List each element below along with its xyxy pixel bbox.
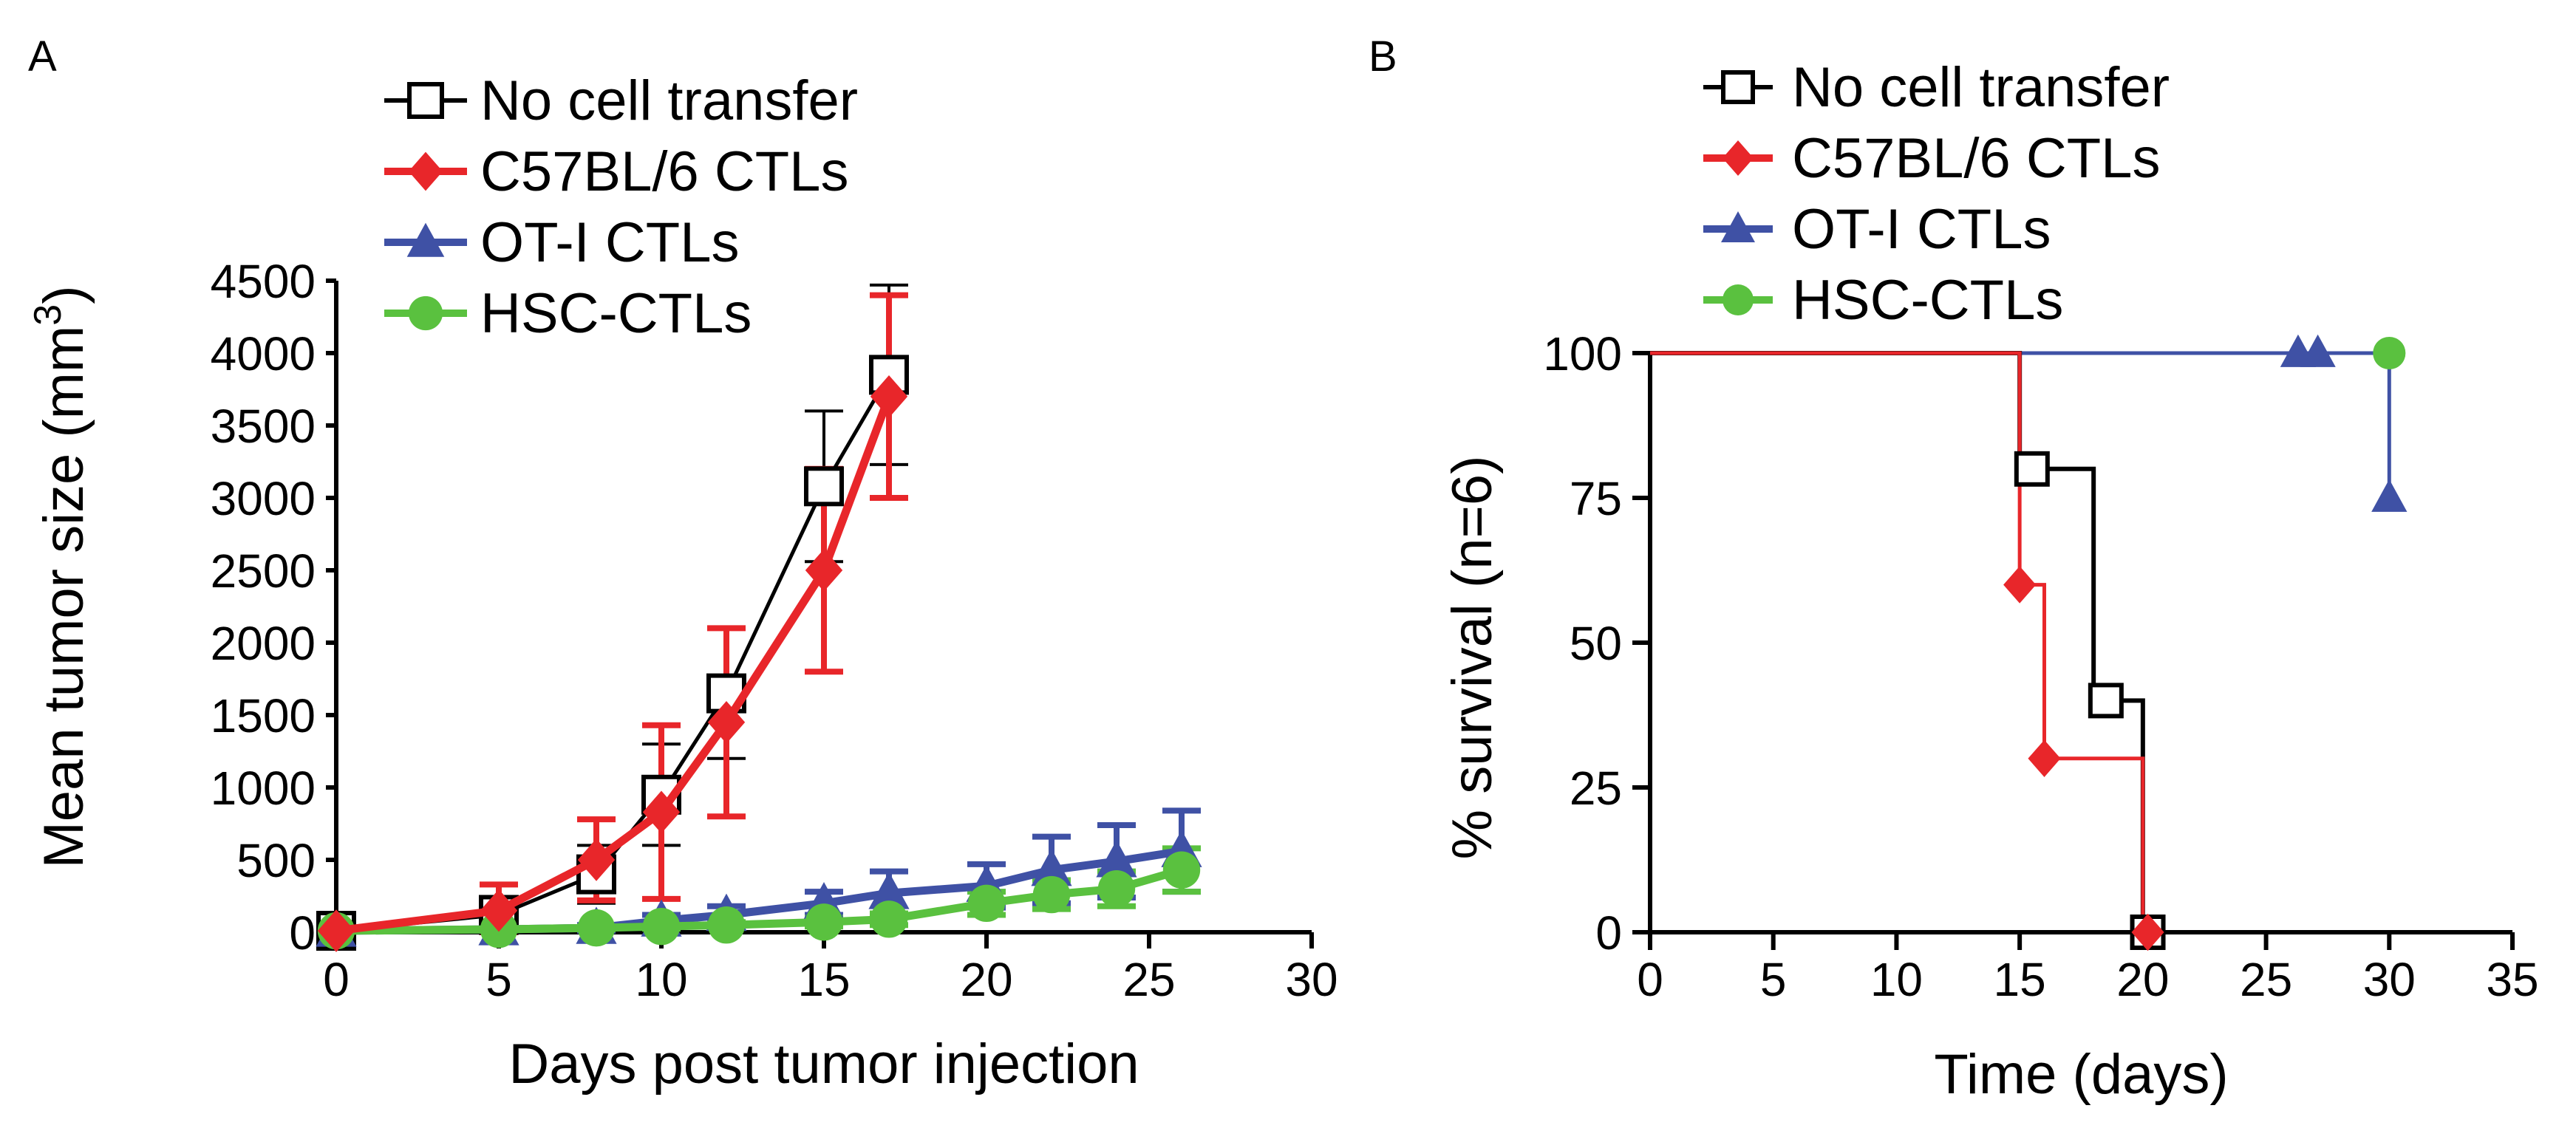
legend-label-3: HSC-CTLs [1792,269,2063,332]
legend-marker-2 [406,222,445,257]
legend-label-0: No cell transfer [480,69,858,132]
y-tick-label-2: 1000 [211,762,316,815]
survival-line [1650,351,2145,932]
y-tick-label-4: 2000 [211,617,316,670]
survival-marker [2088,683,2124,719]
y-tick-label-9: 4500 [211,255,316,308]
y-tick-label-6: 3000 [211,472,316,525]
data-point [868,872,910,909]
x-tick-label-4: 20 [960,953,1012,1006]
legend-label-1: C57BL/6 CTLs [1792,127,2160,190]
chart-b: 0 5 10 15 20 25 30 35 0 25 50 75 100 Time (days) % sur… [1441,56,2539,1106]
y-tick-label-2: 50 [1570,617,1622,670]
survival-marker [2131,913,2164,951]
y-tick-label-3: 75 [1570,472,1622,525]
data-point [707,701,746,744]
panel-b-letter: B [1369,33,1397,81]
data-point [805,903,843,941]
x-tick-label-4: 20 [2116,953,2169,1006]
x-tick-label-1: 5 [485,953,512,1006]
x-tick-label-1: 5 [1760,953,1787,1006]
y-axis-title-close: ) [33,285,95,304]
y-tick-label-5: 2500 [211,544,316,598]
legend-label-2: OT-I CTLs [480,211,739,274]
data-point [870,375,908,418]
y-tick-label-0: 0 [289,906,316,960]
survival-marker [2003,566,2037,604]
chart-a: 0 5 10 15 20 25 30 0 500 1000 1500 2000 2500 3000 3500… [27,69,1338,1096]
y-tick-label-7: 3500 [211,400,316,453]
legend-marker-3 [408,295,443,331]
x-tick-label-5: 25 [2240,953,2292,1006]
data-point [967,884,1006,923]
data-point [317,909,355,952]
legend-marker-0 [1721,70,1755,104]
y-tick-label-0: 0 [1595,906,1622,960]
data-point [642,907,681,946]
y-tick-label-8: 4000 [211,327,316,380]
y-tick-label-4: 100 [1543,327,1622,380]
survival-marker [2014,451,2050,487]
survival-marker [2373,336,2406,370]
survival-line [1650,351,2145,932]
data-point [1096,840,1137,878]
data-point [1031,848,1072,886]
panel-a-letter: A [28,33,57,81]
data-point [1097,870,1136,908]
survival-marker [2028,739,2061,777]
legend-marker-2 [1721,211,1755,242]
survival-marker [2300,334,2336,367]
x-tick-label-7: 35 [2486,953,2538,1006]
data-point [480,889,518,932]
legend-marker-3 [1723,284,1754,315]
data-point [642,790,681,834]
x-tick-label-2: 10 [1870,953,1923,1006]
x-tick-label-2: 10 [635,953,687,1006]
legend-marker-0 [407,82,444,119]
x-tick-label-3: 15 [1994,953,2046,1006]
x-tick-label-3: 15 [797,953,850,1006]
legend-marker-1 [1723,140,1754,176]
x-tick-label-0: 0 [323,953,350,1006]
data-point [870,900,908,938]
x-tick-label-0: 0 [1637,953,1663,1006]
y-axis-title-text: Mean tumor size (mm [33,326,95,869]
y-tick-label-3: 1500 [211,689,316,742]
x-axis-title: Time (days) [1934,1043,2228,1106]
data-point [1162,851,1201,889]
data-point [577,838,616,881]
data-point [805,549,843,592]
y-axis-title: % survival (n=6) [1441,456,1504,860]
legend-marker-1 [408,151,443,191]
x-axis-title: Days post tumor injection [508,1033,1139,1096]
data-point [707,906,746,944]
y-axis-title: Mean tumor size (mm3) [27,285,95,868]
data-point [804,466,844,507]
legend-label-1: C57BL/6 CTLs [480,140,848,203]
legend-label-0: No cell transfer [1792,56,2170,119]
y-tick-label-1: 25 [1570,762,1622,815]
y-tick-label-1: 500 [236,834,316,887]
legend-label-2: OT-I CTLs [1792,198,2051,261]
y-axis-title-superscript: 3 [27,304,69,326]
data-point [1032,875,1071,914]
x-tick-label-6: 30 [1285,953,1338,1006]
survival-marker [2371,479,2408,512]
data-point [577,909,616,947]
x-tick-label-5: 25 [1122,953,1175,1006]
legend-label-3: HSC-CTLs [480,282,752,345]
x-tick-label-6: 30 [2363,953,2416,1006]
